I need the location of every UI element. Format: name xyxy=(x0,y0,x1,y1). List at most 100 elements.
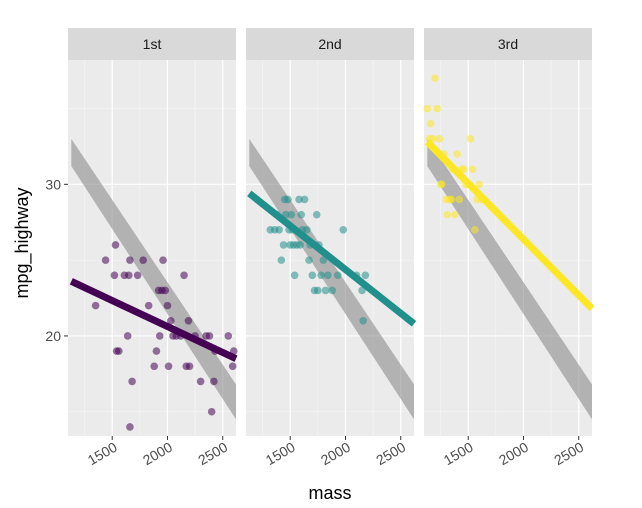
reference-band xyxy=(249,138,414,420)
data-point xyxy=(319,256,328,264)
data-point xyxy=(164,362,173,371)
data-point xyxy=(431,74,439,82)
data-point xyxy=(308,271,317,280)
data-point xyxy=(111,241,120,249)
data-point xyxy=(433,104,442,113)
data-point xyxy=(475,180,484,189)
reference-band xyxy=(71,138,236,420)
data-point xyxy=(91,301,100,310)
x-tick-label: 2500 xyxy=(551,439,586,469)
data-point xyxy=(321,286,330,295)
facet-panel-3rd: 3rd 1500 2000 2500 xyxy=(423,28,595,469)
data-point xyxy=(295,195,303,204)
data-point xyxy=(161,286,170,295)
data-point xyxy=(150,362,159,371)
data-point xyxy=(333,271,342,280)
facet-strip xyxy=(246,28,414,60)
data-point xyxy=(180,271,188,280)
data-point xyxy=(290,271,299,280)
facet-panel-1st: 1st 1500 2000 2500 xyxy=(68,28,238,468)
y-tick-label: 30 xyxy=(45,176,61,192)
data-point xyxy=(317,271,325,280)
data-point xyxy=(451,210,459,219)
data-point xyxy=(468,165,477,173)
data-point xyxy=(323,271,332,280)
data-point xyxy=(443,210,452,219)
x-tick-label: 2500 xyxy=(373,439,408,469)
facet-strip xyxy=(68,28,236,60)
x-tick-label: 2000 xyxy=(496,439,531,469)
data-point xyxy=(123,332,132,340)
data-point xyxy=(284,195,292,204)
facet-strip-label: 1st xyxy=(143,36,162,52)
fit-line xyxy=(247,190,417,327)
data-point xyxy=(471,226,479,234)
data-point xyxy=(139,256,147,264)
data-point xyxy=(126,423,134,431)
fit-line xyxy=(424,139,595,312)
data-point xyxy=(228,362,237,371)
data-point xyxy=(224,332,233,340)
data-point xyxy=(459,165,468,173)
x-tick-label: 2000 xyxy=(318,439,353,469)
data-point xyxy=(359,316,367,325)
x-axis-title: mass xyxy=(308,483,351,503)
data-point xyxy=(287,210,296,219)
data-point xyxy=(126,256,134,264)
data-point xyxy=(210,377,218,386)
data-point xyxy=(185,362,194,371)
data-point xyxy=(361,271,370,280)
x-tick-label: 1500 xyxy=(441,439,476,469)
fit-line xyxy=(69,278,238,362)
data-point xyxy=(435,135,444,143)
data-point xyxy=(328,286,337,295)
data-point xyxy=(279,241,288,249)
facet-strip xyxy=(424,28,592,60)
data-point xyxy=(453,150,461,158)
data-point xyxy=(159,256,167,264)
data-point xyxy=(184,316,193,325)
data-point xyxy=(447,195,456,204)
data-point xyxy=(300,195,309,204)
data-point xyxy=(166,316,175,325)
data-point xyxy=(426,119,435,128)
data-point xyxy=(466,135,475,143)
data-point xyxy=(296,241,304,249)
x-tick-label: 2000 xyxy=(140,439,175,469)
data-point xyxy=(155,332,164,340)
x-tick-label: 1500 xyxy=(263,439,298,469)
data-point xyxy=(423,104,432,113)
data-point xyxy=(302,226,311,234)
data-point xyxy=(196,377,205,386)
data-point xyxy=(305,256,313,264)
data-point xyxy=(314,286,322,295)
data-point xyxy=(277,256,286,264)
x-tick-label: 2500 xyxy=(195,439,230,469)
x-tick-label: 1500 xyxy=(85,439,120,469)
data-point xyxy=(437,180,446,189)
data-point xyxy=(124,271,133,280)
data-point xyxy=(133,271,142,280)
data-point xyxy=(101,256,110,264)
y-axis-title: mpg_highway xyxy=(12,187,33,298)
data-point xyxy=(339,226,348,234)
panels-layer: 1st 1500 2000 2500 2nd 1500 2000 2500 3rd 1500 200… xyxy=(45,28,595,469)
reference-band xyxy=(427,138,592,420)
data-point xyxy=(110,271,119,280)
data-point xyxy=(128,377,136,386)
data-point xyxy=(115,347,123,355)
y-tick-label: 20 xyxy=(45,328,61,344)
data-point xyxy=(207,407,216,416)
data-point xyxy=(312,210,321,219)
data-point xyxy=(205,332,214,340)
data-point xyxy=(152,347,161,355)
facet-panel-2nd: 2nd 1500 2000 2500 xyxy=(246,28,417,469)
facet-strip-label: 3rd xyxy=(498,36,518,52)
data-point xyxy=(163,301,172,310)
facet-strip-label: 2nd xyxy=(318,36,341,52)
data-point xyxy=(144,301,153,310)
data-point xyxy=(275,226,283,234)
data-point xyxy=(297,210,306,219)
